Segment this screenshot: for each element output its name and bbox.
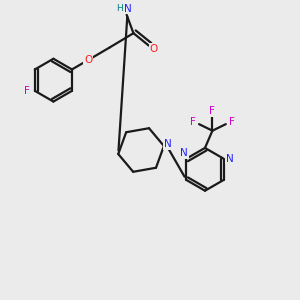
Text: H: H: [116, 4, 123, 13]
Text: N: N: [124, 4, 131, 14]
Text: F: F: [230, 117, 235, 127]
Text: N: N: [180, 148, 188, 158]
Text: F: F: [209, 106, 215, 116]
Text: N: N: [164, 140, 172, 149]
Text: O: O: [84, 55, 92, 65]
Text: F: F: [190, 117, 195, 127]
Text: O: O: [149, 44, 158, 54]
Text: F: F: [24, 86, 30, 96]
Text: N: N: [226, 154, 233, 164]
